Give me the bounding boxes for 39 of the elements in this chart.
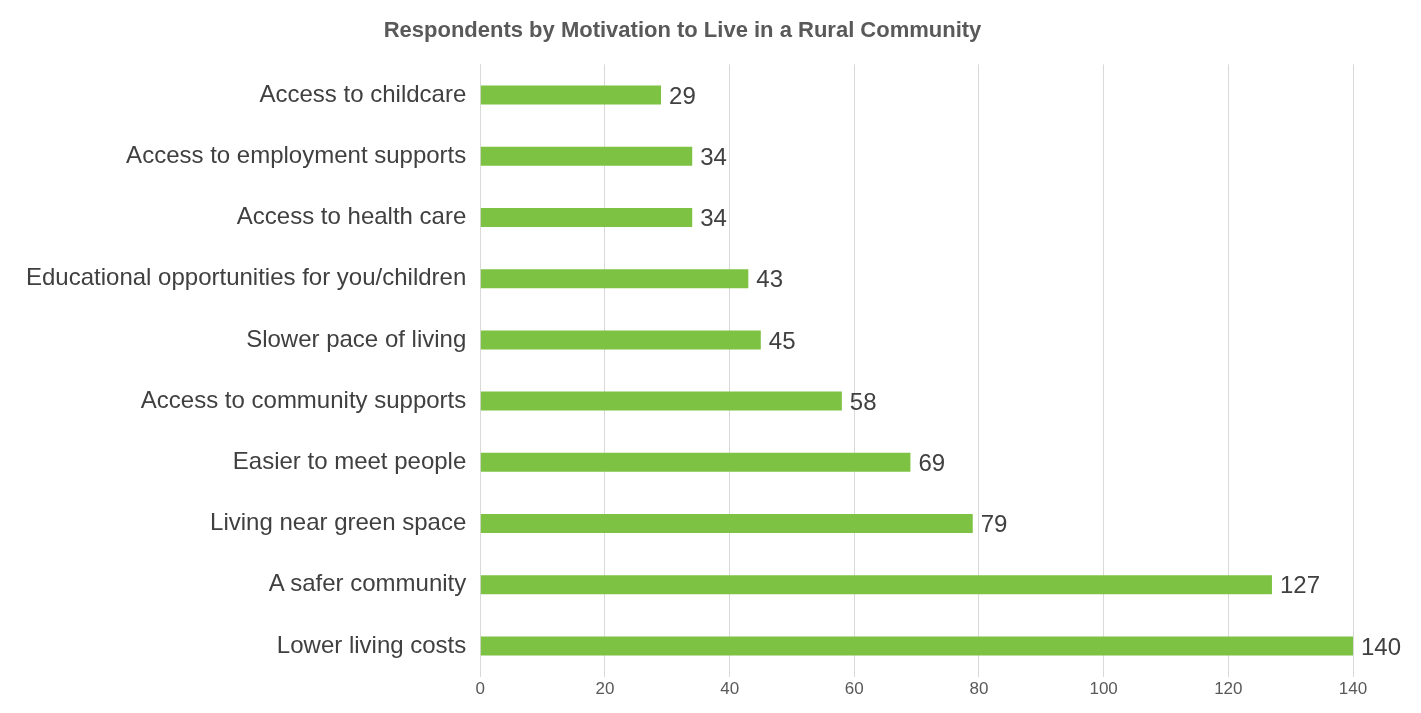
x-tick-label: 20 bbox=[595, 679, 615, 699]
bar bbox=[480, 146, 693, 166]
y-tick-label: Slower pace of living bbox=[246, 324, 467, 352]
x-tick-label: 80 bbox=[969, 679, 989, 699]
data-label: 127 bbox=[1279, 571, 1321, 599]
y-tick-label: Lower living costs bbox=[276, 630, 467, 658]
x-tick-label: 140 bbox=[1338, 679, 1368, 699]
x-tick-label: 60 bbox=[844, 679, 864, 699]
bar bbox=[480, 575, 1272, 595]
y-tick-label: Access to employment supports bbox=[126, 140, 467, 168]
x-tick-label: 120 bbox=[1214, 679, 1243, 699]
y-tick-label: Access to childcare bbox=[259, 79, 467, 107]
y-tick-label: A safer community bbox=[268, 569, 467, 597]
data-label: 58 bbox=[849, 387, 877, 415]
y-tick-label: Access to community supports bbox=[140, 385, 467, 413]
data-label: 79 bbox=[980, 510, 1008, 538]
bar bbox=[480, 85, 662, 105]
data-label: 34 bbox=[700, 142, 727, 170]
x-tick-label: 40 bbox=[720, 679, 740, 699]
data-label: 45 bbox=[768, 326, 796, 354]
bar bbox=[480, 636, 1353, 656]
data-label: 140 bbox=[1361, 632, 1402, 660]
bar bbox=[480, 269, 749, 289]
x-tick-label: 100 bbox=[1089, 679, 1118, 699]
bar bbox=[480, 207, 693, 227]
data-label: 43 bbox=[756, 265, 784, 293]
chart-title: Respondents by Motivation to Live in a Rural Community bbox=[383, 17, 983, 43]
y-tick-label: Easier to meet people bbox=[232, 446, 467, 474]
bar bbox=[480, 452, 911, 472]
y-tick-label: Living near green space bbox=[210, 508, 467, 536]
bar bbox=[480, 330, 761, 350]
bar bbox=[480, 514, 973, 534]
x-tick-label: 0 bbox=[475, 679, 486, 699]
bar bbox=[480, 391, 842, 411]
y-tick-label: Educational opportunities for you/children bbox=[25, 263, 467, 291]
data-label: 34 bbox=[700, 204, 727, 232]
data-label: 69 bbox=[918, 448, 946, 476]
data-label: 29 bbox=[669, 81, 696, 109]
y-tick-label: Access to health care bbox=[236, 202, 467, 230]
